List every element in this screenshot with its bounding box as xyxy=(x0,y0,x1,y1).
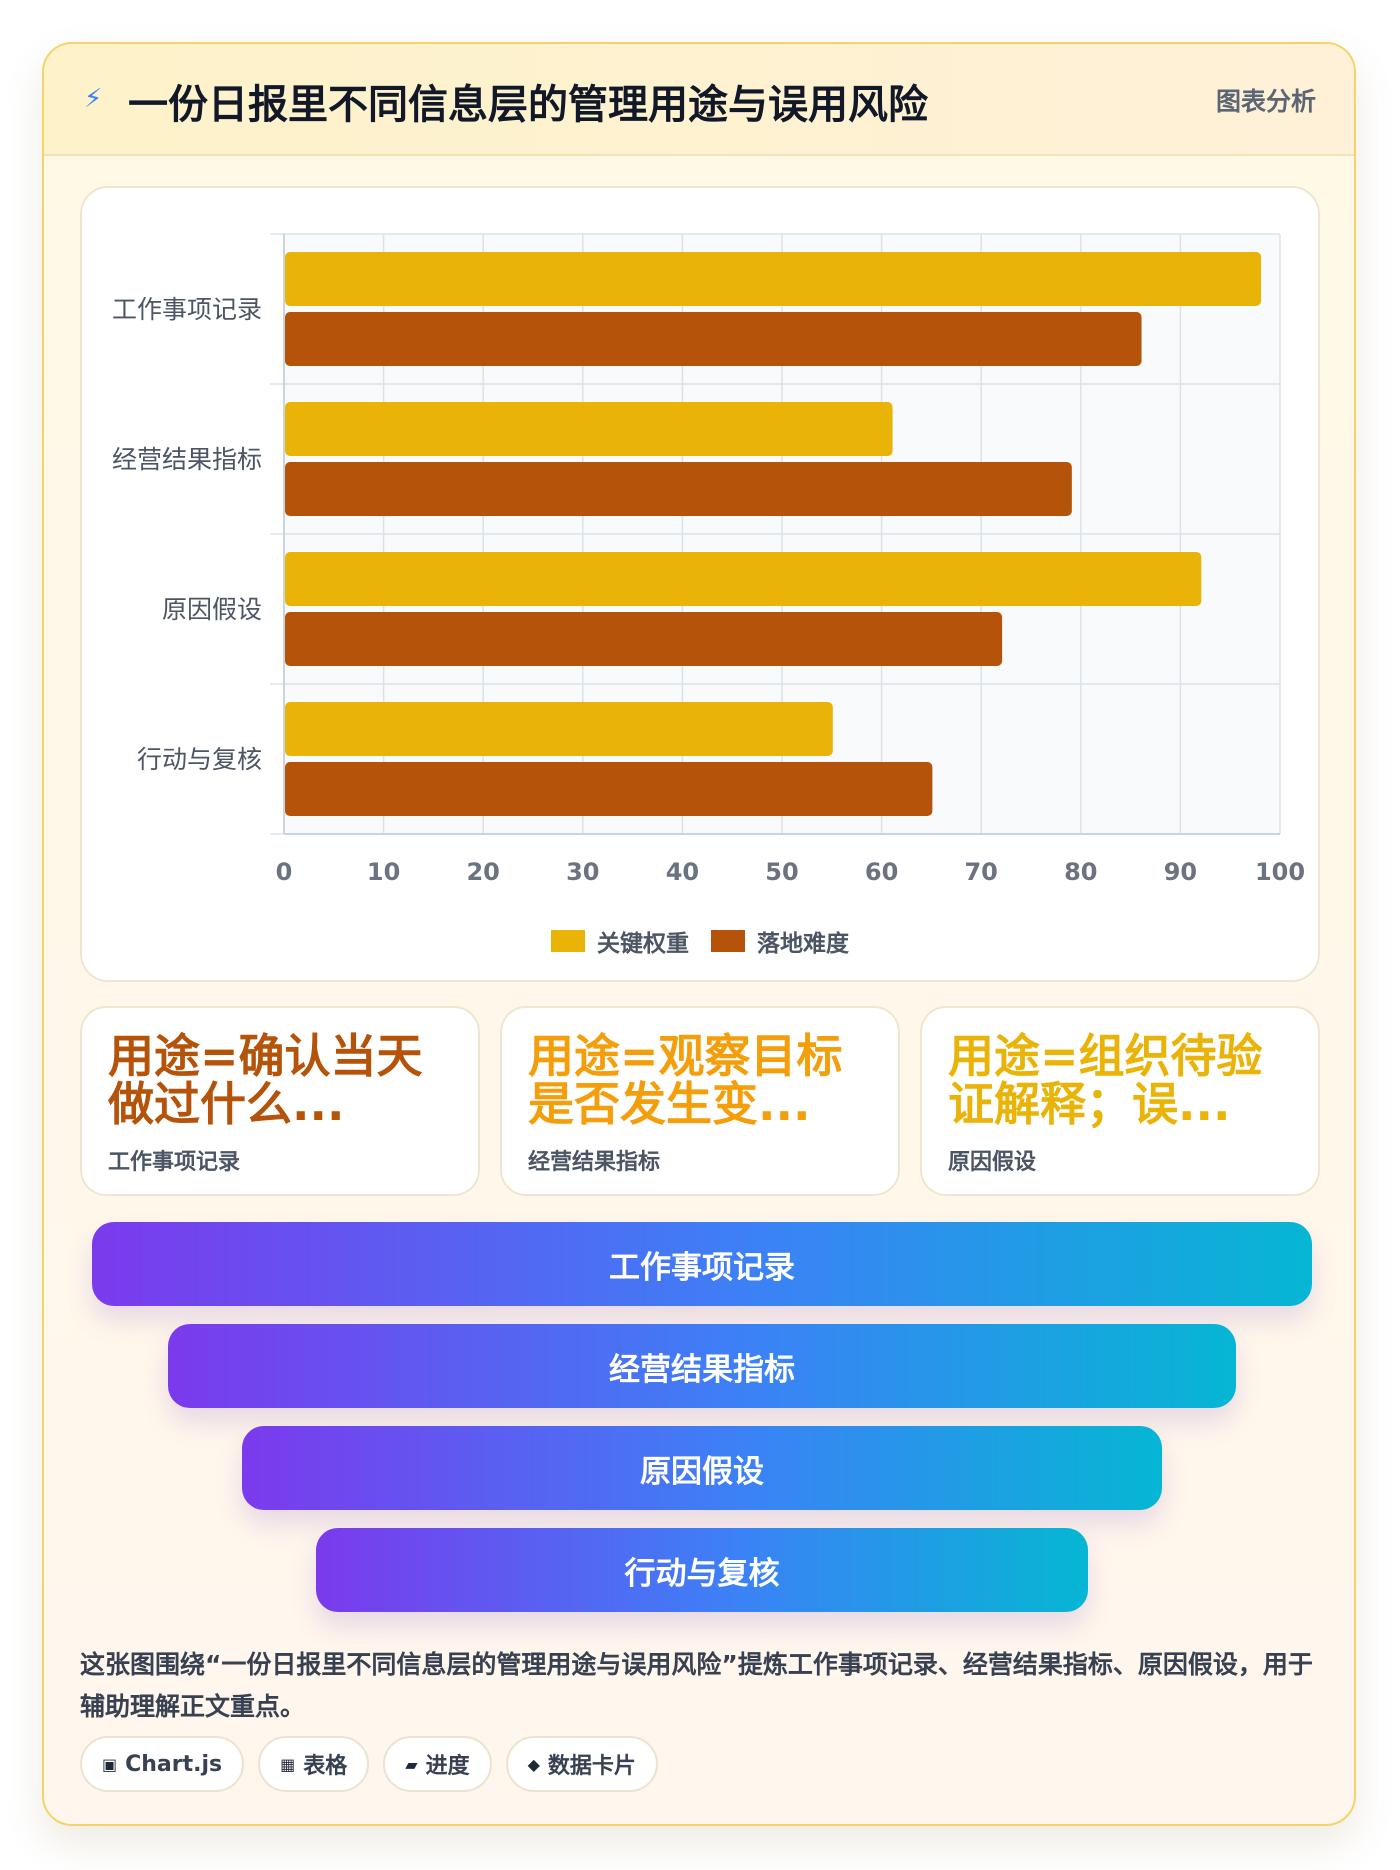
x-tick-label-9: 90 xyxy=(1164,858,1197,886)
kpi-label-0: 工作事项记录 xyxy=(108,1150,241,1175)
legend-item-1[interactable]: 落地难度 xyxy=(711,924,849,958)
funnel-level-2: 原因假设 xyxy=(242,1426,1162,1510)
x-tick-label-4: 40 xyxy=(666,858,699,886)
bar-0-0 xyxy=(285,252,1262,306)
y-category-label-0: 工作事项记录 xyxy=(112,295,262,324)
legend-label-1: 落地难度 xyxy=(757,931,849,957)
bar-1-0 xyxy=(285,312,1142,366)
funnel-level-0: 工作事项记录 xyxy=(92,1222,1312,1306)
y-category-label-3: 行动与复核 xyxy=(137,745,262,774)
chip-label: 表格 xyxy=(303,1754,348,1779)
card-header: ⚡ 一份日报里不同信息层的管理用途与误用风险 图表分析 xyxy=(44,44,1354,156)
summary-text: 这张图围绕“一份日报里不同信息层的管理用途与误用风险”提炼工作事项记录、经营结果… xyxy=(80,1650,1313,1721)
kpi-value-0: 用途=确认当天做过什么... xyxy=(108,1032,423,1128)
chart-icon: ▣ xyxy=(102,1754,118,1774)
tag-chips: ▣ Chart.js ▦ 表格 ▰ 进度 ◆ 数据卡片 xyxy=(80,1736,658,1792)
kpi-value-1: 用途=观察目标是否发生变... xyxy=(528,1032,843,1128)
y-category-label-2: 原因假设 xyxy=(162,595,262,624)
chip-label: 进度 xyxy=(425,1754,470,1779)
chip-label: 数据卡片 xyxy=(547,1754,636,1779)
x-tick-label-7: 70 xyxy=(964,858,997,886)
bar-0-3 xyxy=(285,702,833,756)
chip-data-card[interactable]: ◆ 数据卡片 xyxy=(505,1736,658,1792)
funnel-level-1: 经营结果指标 xyxy=(168,1324,1236,1408)
x-tick-label-6: 60 xyxy=(865,858,898,886)
data-card-icon: ◆ xyxy=(527,1754,540,1774)
bar-1-2 xyxy=(285,612,1003,666)
legend-swatch-0 xyxy=(551,930,585,952)
chip-progress[interactable]: ▰ 进度 xyxy=(383,1736,492,1792)
kpi-value-2: 用途=组织待验证解释；误... xyxy=(948,1032,1263,1128)
x-tick-label-0: 0 xyxy=(276,858,293,886)
kpi-card-0: 用途=确认当天做过什么... 工作事项记录 xyxy=(80,1006,480,1196)
bar-0-2 xyxy=(285,552,1202,606)
x-tick-label-10: 100 xyxy=(1255,858,1305,886)
legend-item-0[interactable]: 关键权重 xyxy=(551,924,689,958)
x-tick-label-8: 80 xyxy=(1064,858,1097,886)
bar-chart: 0 10 20 30 40 50 60 70 80 90 100 工作事项记录经营结果指标原因假设行动… xyxy=(112,233,1305,886)
bar-1-1 xyxy=(285,462,1072,516)
chip-table[interactable]: ▦ 表格 xyxy=(258,1736,370,1792)
kpi-label-2: 原因假设 xyxy=(948,1150,1037,1175)
progress-icon: ▰ xyxy=(405,1754,418,1774)
y-category-label-1: 经营结果指标 xyxy=(112,445,262,474)
chip-chartjs[interactable]: ▣ Chart.js xyxy=(80,1736,245,1792)
x-tick-label-1: 10 xyxy=(367,858,400,886)
bar-0-1 xyxy=(285,402,893,456)
kpi-card-1: 用途=观察目标是否发生变... 经营结果指标 xyxy=(500,1006,900,1196)
bar-1-3 xyxy=(285,762,933,816)
chip-label: Chart.js xyxy=(125,1751,223,1777)
x-tick-label-5: 50 xyxy=(765,858,798,886)
lightning-icon: ⚡ xyxy=(84,84,103,114)
chart-analysis-tag: 图表分析 xyxy=(1215,87,1316,116)
legend-label-0: 关键权重 xyxy=(597,931,689,957)
x-tick-label-3: 30 xyxy=(566,858,599,886)
funnel-level-3: 行动与复核 xyxy=(316,1528,1088,1612)
x-tick-label-2: 20 xyxy=(466,858,499,886)
kpi-card-2: 用途=组织待验证解释；误... 原因假设 xyxy=(920,1006,1320,1196)
bar-chart-panel: 0 10 20 30 40 50 60 70 80 90 100 工作事项记录 经营结果指标原因假设行动… xyxy=(80,186,1320,982)
chart-card: ⚡ 一份日报里不同信息层的管理用途与误用风险 图表分析 0 10 20 30 40 50 6… xyxy=(42,42,1356,1826)
chart-legend: 关键权重 落地难度 xyxy=(82,924,1318,958)
kpi-label-1: 经营结果指标 xyxy=(528,1150,661,1175)
legend-swatch-1 xyxy=(711,930,745,952)
table-icon: ▦ xyxy=(280,1754,296,1774)
page-title: 一份日报里不同信息层的管理用途与误用风险 xyxy=(128,82,928,128)
